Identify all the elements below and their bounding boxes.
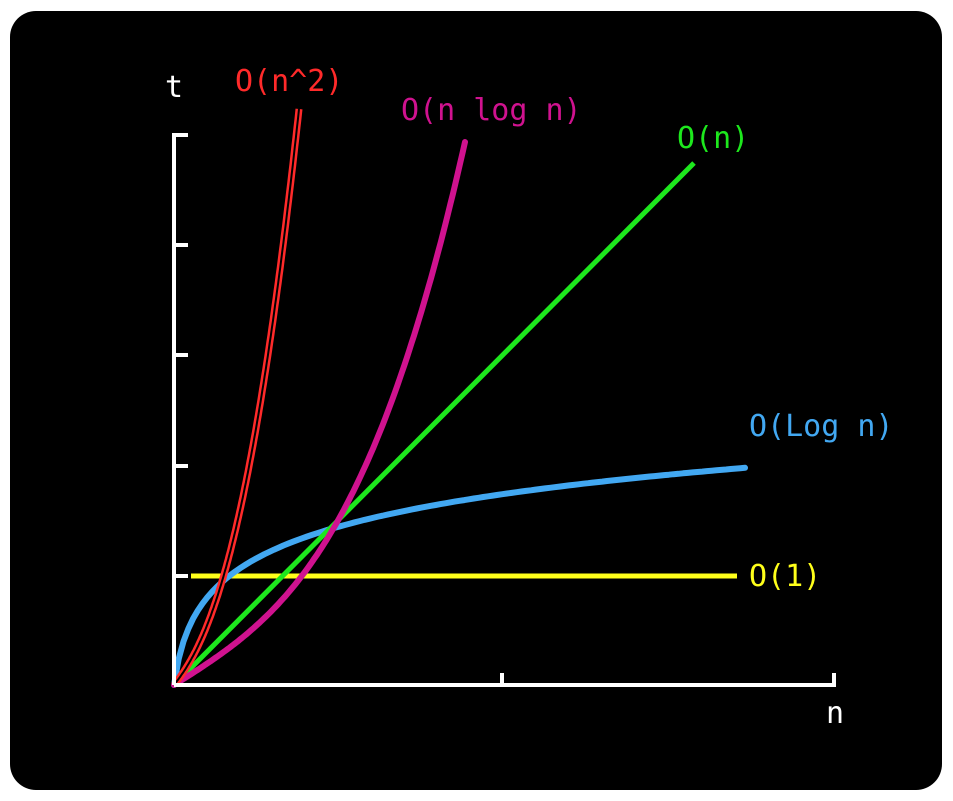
series-label-o-1: O(1) xyxy=(749,559,821,594)
series-label-o-n-squared: O(n^2) xyxy=(235,64,343,99)
series-label-o-n-log-n: O(n log n) xyxy=(401,93,582,128)
series-line-o-n-log-n xyxy=(171,139,468,688)
series-line-o-n-squared-inner xyxy=(173,108,300,686)
series-line-o-log-n xyxy=(171,464,748,688)
y-axis-label: t xyxy=(165,70,183,105)
x-axis-label: n xyxy=(826,696,844,731)
series-label-o-log-n: O(Log n) xyxy=(749,409,894,444)
series-label-o-n: O(n) xyxy=(677,121,749,156)
series-line-o-n xyxy=(172,161,696,687)
complexity-chart: t n O(n^2) O(n log n) O(n) O(Log n) O(1) xyxy=(165,64,894,731)
chart-card: t n O(n^2) O(n log n) O(n) O(Log n) O(1) xyxy=(10,11,942,790)
